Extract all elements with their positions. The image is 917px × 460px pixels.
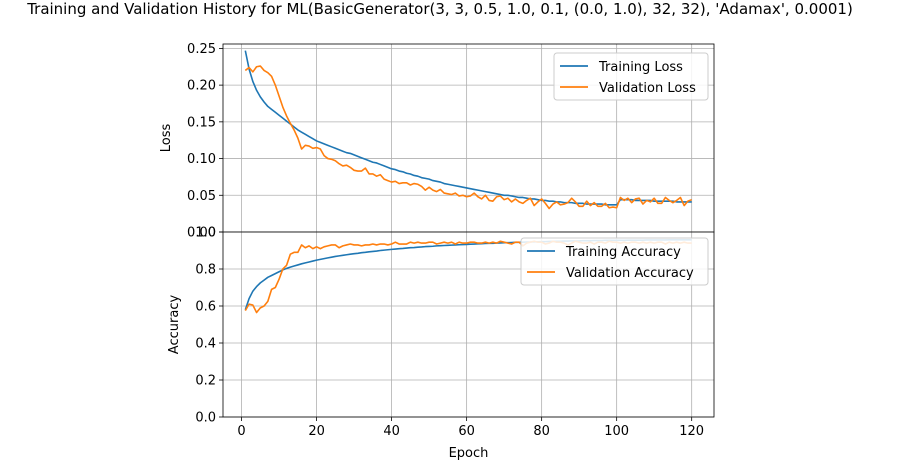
y-tick-label: 0.6 (195, 300, 216, 315)
legend-entry: Validation Accuracy (566, 266, 694, 281)
x-tick-label: 20 (308, 424, 325, 439)
legend-box (520, 237, 709, 286)
y-axis-label: Loss (159, 124, 174, 153)
x-tick-label: 0 (237, 424, 245, 439)
legend: Training Accuracy Validation Accuracy (520, 237, 709, 286)
legend-entry: Validation Loss (599, 81, 696, 96)
y-tick-label: 1.0 (195, 226, 216, 241)
y-tick-label: 0.10 (187, 152, 216, 167)
x-tick-label: 120 (679, 424, 704, 439)
y-tick-label: 0.4 (195, 337, 216, 352)
x-tick-label: 40 (383, 424, 400, 439)
x-tick-label: 100 (604, 424, 629, 439)
y-tick-label: 0.0 (195, 411, 216, 426)
series-line-validation-loss (244, 65, 692, 210)
legend: Training Loss Validation Loss (553, 52, 709, 101)
loss-subplot: 0.00 0.05 0.10 0.15 0.20 0.25 Loss Training Los… (159, 42, 715, 241)
figure-title: Training and Validation History for ML(B… (26, 0, 853, 18)
y-tick-label: 0.05 (187, 189, 216, 204)
x-tick-label: 80 (533, 424, 550, 439)
y-tick-label: 0.8 (195, 263, 216, 278)
y-tick-label: 0.20 (187, 79, 216, 94)
legend-entry: Training Accuracy (565, 245, 681, 260)
axes-frame (222, 231, 715, 418)
y-tick-label: 0.2 (195, 374, 216, 389)
legend-box (553, 52, 709, 101)
accuracy-subplot: 0 20 40 60 80 100 120 0.0 0.2 0.4 0.6 0.8 1.0 Accurac… (167, 226, 715, 460)
y-axis-label: Accuracy (167, 295, 182, 355)
y-tick-label: 0.00 (187, 226, 216, 241)
y-tick-label: 0.25 (187, 42, 216, 57)
x-tick-label: 60 (458, 424, 475, 439)
legend-entry: Training Loss (598, 60, 683, 75)
x-axis-label: Epoch (449, 446, 489, 460)
y-tick-label: 0.15 (187, 115, 216, 130)
